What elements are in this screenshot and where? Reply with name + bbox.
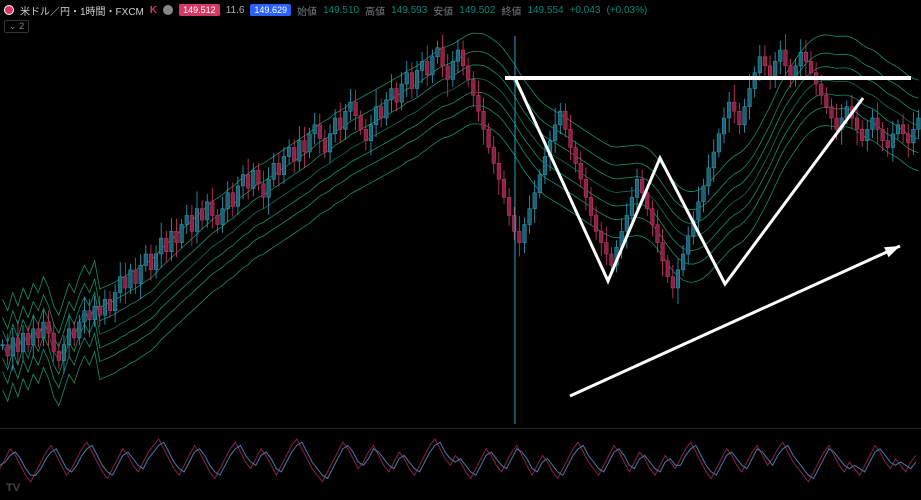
- close-value: 149.554: [527, 5, 563, 16]
- high-label: 高値: [365, 3, 385, 18]
- status-dot-icon: [163, 5, 173, 15]
- low-value: 149.502: [459, 5, 495, 16]
- change-value: +0.043: [570, 5, 601, 16]
- close-label: 終値: [501, 3, 521, 18]
- symbol-icon: [4, 5, 14, 15]
- open-value: 149.510: [323, 5, 359, 16]
- chart-header: 米ドル／円・1時間・FXCM K 149.512 11.6 149.629 始値…: [0, 0, 921, 20]
- low-label: 安値: [433, 3, 453, 18]
- spread-value: 11.6: [226, 5, 245, 16]
- price-chart[interactable]: [0, 16, 921, 424]
- oscillator-chart[interactable]: [0, 428, 921, 495]
- open-label: 始値: [297, 3, 317, 18]
- changep-value: (+0.03%): [606, 5, 647, 16]
- tradingview-logo: T‌V: [6, 482, 20, 494]
- symbol-title[interactable]: 米ドル／円・1時間・FXCM: [20, 3, 144, 18]
- high-value: 149.593: [391, 5, 427, 16]
- flag-icon: K: [150, 5, 157, 16]
- bid-badge[interactable]: 149.512: [179, 4, 220, 16]
- ask-badge[interactable]: 149.629: [250, 4, 291, 16]
